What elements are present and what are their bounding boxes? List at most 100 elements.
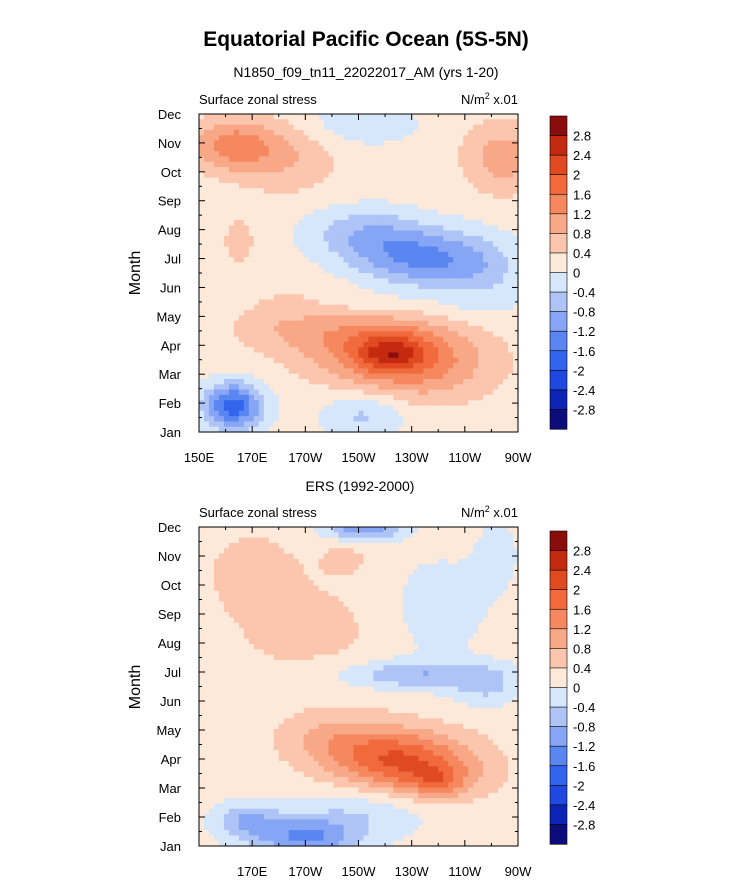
- heatmap-cell: [353, 288, 360, 295]
- heatmap-cell: [238, 198, 245, 205]
- heatmap-cell: [313, 267, 320, 274]
- heatmap-cell: [508, 283, 514, 290]
- heatmap-cell: [358, 320, 365, 327]
- heatmap-cell: [503, 326, 509, 332]
- heatmap-cell: [288, 251, 295, 258]
- heatmap-cell: [323, 167, 330, 173]
- heatmap-cell: [403, 230, 409, 237]
- heatmap-cell: [248, 326, 255, 332]
- heatmap-cell: [433, 304, 439, 311]
- heatmap-cell: [398, 246, 404, 253]
- heatmap-cell: [258, 643, 265, 650]
- heatmap-cell: [428, 326, 434, 332]
- heatmap-cell: [403, 315, 409, 322]
- heatmap-cell: [293, 124, 300, 131]
- heatmap-cell: [343, 326, 350, 332]
- heatmap-cell: [508, 267, 514, 274]
- heatmap-cell: [353, 246, 360, 253]
- heatmap-cell: [483, 161, 489, 168]
- heatmap-cell: [368, 394, 375, 401]
- heatmap-cell: [243, 665, 250, 672]
- heatmap-cell: [463, 145, 469, 152]
- heatmap-cell: [388, 193, 394, 200]
- heatmap-cell: [213, 384, 220, 391]
- heatmap-cell: [318, 182, 325, 189]
- heatmap-cell: [478, 241, 484, 248]
- heatmap-cell: [243, 760, 250, 767]
- heatmap-cell: [223, 819, 230, 826]
- heatmap-cell: [238, 288, 245, 295]
- heatmap-cell: [298, 135, 305, 142]
- heatmap-cell: [273, 198, 280, 205]
- heatmap-cell: [233, 182, 240, 189]
- heatmap-cell: [398, 405, 404, 412]
- heatmap-cell: [428, 188, 434, 195]
- figure-title: Equatorial Pacific Ocean (5S-5N): [203, 28, 529, 51]
- heatmap-cell: [208, 750, 215, 757]
- heatmap-cell: [388, 368, 394, 375]
- heatmap-cell: [238, 368, 245, 375]
- heatmap-cell: [453, 124, 459, 131]
- heatmap-cell: [253, 421, 260, 428]
- heatmap-cell: [223, 638, 230, 645]
- heatmap-cell: [328, 352, 335, 359]
- heatmap-cell: [483, 135, 489, 142]
- heatmap-cell: [248, 792, 255, 799]
- heatmap-cell: [458, 140, 464, 147]
- heatmap-cell: [348, 299, 355, 306]
- heatmap-cell: [368, 304, 375, 311]
- heatmap-cell: [228, 352, 235, 359]
- heatmap-cell: [438, 198, 444, 205]
- heatmap-cell: [463, 310, 469, 316]
- heatmap-cell: [513, 198, 519, 205]
- heatmap-cell: [278, 659, 285, 666]
- heatmap-cell: [228, 310, 235, 316]
- heatmap-cell: [393, 214, 399, 221]
- heatmap-cell: [503, 384, 509, 391]
- heatmap-cell: [228, 755, 235, 762]
- heatmap-cell: [248, 787, 255, 794]
- heatmap-cell: [418, 341, 424, 348]
- heatmap-cell: [398, 410, 404, 417]
- heatmap-cell: [348, 368, 355, 375]
- heatmap-cell: [468, 421, 474, 428]
- heatmap-cell: [218, 612, 225, 618]
- heatmap-cell: [298, 161, 305, 168]
- heatmap-cell: [478, 124, 484, 131]
- heatmap-cell: [278, 246, 285, 253]
- heatmap-cell: [413, 373, 419, 380]
- heatmap-cell: [473, 209, 479, 216]
- heatmap-cell: [203, 421, 210, 428]
- heatmap-cell: [378, 384, 385, 391]
- heatmap-cell: [328, 182, 335, 189]
- heatmap-cell: [318, 416, 325, 422]
- heatmap-cell: [273, 119, 280, 126]
- heatmap-cell: [473, 262, 479, 269]
- heatmap-cell: [423, 416, 429, 422]
- heatmap-cell: [378, 336, 385, 343]
- heatmap-cell: [233, 532, 240, 539]
- colorbar-swatch: [549, 174, 568, 195]
- heatmap-cell: [448, 368, 454, 375]
- heatmap-cell: [423, 410, 429, 417]
- heatmap-cell: [338, 273, 345, 279]
- heatmap-cell: [483, 373, 489, 380]
- heatmap-cell: [303, 193, 310, 200]
- heatmap-cell: [513, 310, 519, 316]
- heatmap-cell: [313, 326, 320, 332]
- heatmap-cell: [343, 251, 350, 258]
- heatmap-cell: [433, 161, 439, 168]
- heatmap-cell: [233, 129, 240, 136]
- heatmap-cell: [228, 702, 235, 709]
- heatmap-cell: [258, 320, 265, 327]
- heatmap-cell: [323, 304, 330, 311]
- heatmap-cell: [203, 214, 210, 221]
- heatmap-cell: [273, 750, 280, 757]
- heatmap-cell: [278, 729, 285, 735]
- heatmap-cell: [358, 341, 365, 348]
- heatmap-cell: [453, 241, 459, 248]
- heatmap-cell: [313, 140, 320, 147]
- colorbar-swatch: [549, 350, 568, 371]
- heatmap-cell: [238, 352, 245, 359]
- heatmap-cell: [258, 606, 265, 613]
